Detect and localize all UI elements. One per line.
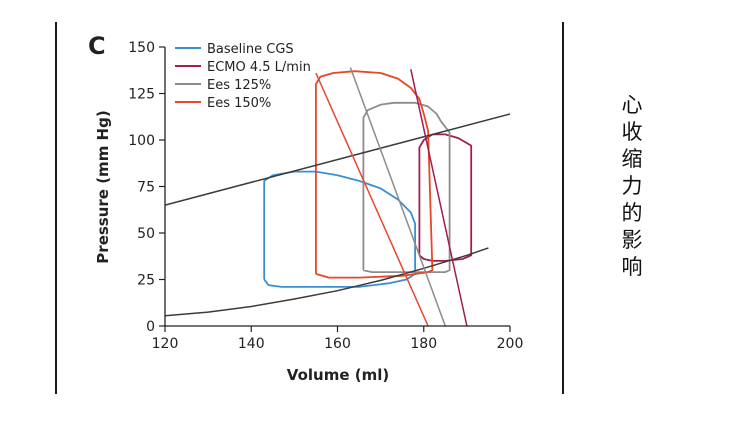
y-tick-label: 150 [128,40,155,56]
legend-label: Baseline CGS [207,42,294,57]
caption-char: 的 [621,201,643,225]
reference-line-7 [315,72,429,327]
left-divider [55,22,57,394]
panel-label: C [88,32,106,60]
plot-lines [164,67,511,327]
caption-char: 缩 [621,147,643,171]
x-tick-label: 140 [238,336,265,352]
axes: 0 25 50 75 100 125 150 120 140 160 180 200 [128,40,523,352]
y-tick-label: 0 [146,319,155,335]
y-tick-label: 25 [137,273,155,289]
x-tick-label: 120 [152,336,179,352]
series-baseline-cgs [263,170,417,288]
y-tick-label: 50 [137,226,155,242]
reference-line-4 [164,113,511,206]
caption-char: 影 [621,228,643,252]
caption-char: 收 [621,120,643,144]
legend-label: Ees 125% [207,78,271,93]
reference-line-8 [410,69,468,327]
legend-label: Ees 150% [207,96,271,111]
y-tick-label: 75 [137,180,155,196]
series-ees-125 [362,101,451,274]
x-tick-label: 200 [497,336,524,352]
y-tick-label: 125 [128,87,155,103]
right-divider [562,22,564,394]
side-caption: 心收缩力的影响 [612,92,652,281]
series-ecmo-4-5-l-min [418,133,473,262]
reference-line-5 [164,247,489,317]
reference-line-6 [349,67,447,327]
caption-char: 响 [621,255,643,279]
x-tick-label: 160 [324,336,351,352]
x-axis-label: Volume (ml) [287,366,389,384]
series-ees-150 [314,70,434,279]
caption-char: 心 [621,93,643,117]
y-tick-label: 100 [128,133,155,149]
legend: Baseline CGS ECMO 4.5 L/min Ees 125% Ees 15… [175,42,311,111]
caption-char: 力 [621,174,643,198]
y-axis-label: Pressure (mm Hg) [94,110,112,263]
legend-label: ECMO 4.5 L/min [207,60,311,75]
x-tick-label: 180 [410,336,437,352]
